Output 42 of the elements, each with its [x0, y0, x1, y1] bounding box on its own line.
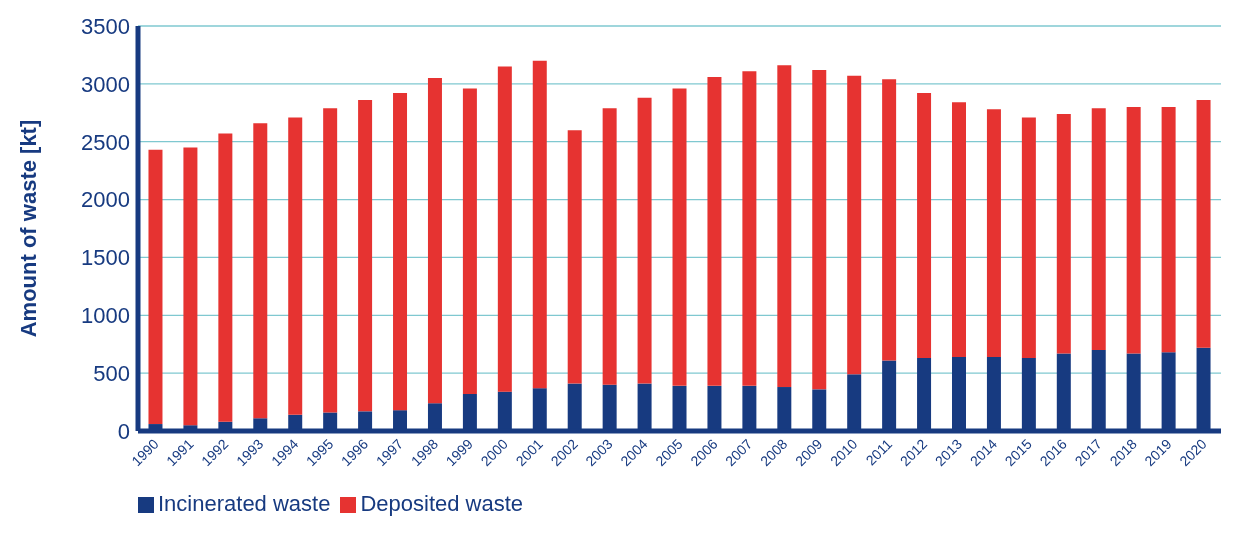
bar: [253, 123, 268, 419]
y-tick-label: 1000: [81, 303, 130, 329]
bar: [1161, 107, 1176, 353]
bar: [672, 88, 687, 386]
bar: [1126, 107, 1141, 354]
bar: [637, 97, 652, 384]
bar: [917, 93, 932, 359]
bar: [462, 88, 477, 394]
bar: [427, 78, 442, 404]
bar: [707, 76, 722, 386]
bar: [1091, 108, 1106, 350]
bar: [952, 102, 966, 357]
legend-label: Deposited waste: [360, 491, 524, 516]
bar: [1021, 117, 1036, 359]
y-tick-label: 3000: [81, 71, 130, 97]
bar: [847, 75, 862, 375]
legend-label: Incinerated waste: [158, 491, 331, 516]
bar: [882, 79, 897, 361]
bar: [532, 60, 547, 389]
y-tick-label: 1500: [81, 245, 130, 271]
bar: [602, 108, 617, 385]
y-tick-label: 500: [93, 360, 130, 386]
bar: [323, 108, 338, 413]
y-tick-label: 2500: [81, 129, 130, 155]
bar: [812, 69, 827, 390]
bar: [497, 66, 512, 392]
bar: [358, 100, 373, 412]
bar: [288, 117, 303, 415]
bar: [567, 130, 582, 384]
bar: [986, 109, 1001, 357]
bar: [218, 133, 233, 422]
bar: [742, 71, 757, 386]
bar: [183, 147, 198, 426]
bar: [148, 149, 163, 425]
bar: [1056, 113, 1071, 354]
bar: [777, 65, 792, 388]
y-tick-label: 3500: [81, 13, 130, 39]
bar: [1196, 100, 1211, 348]
y-tick-label: 2000: [81, 187, 130, 213]
bar: [393, 93, 408, 411]
y-axis-title: Amount of waste [kt]: [15, 119, 41, 338]
y-tick-label: 0: [117, 418, 130, 444]
